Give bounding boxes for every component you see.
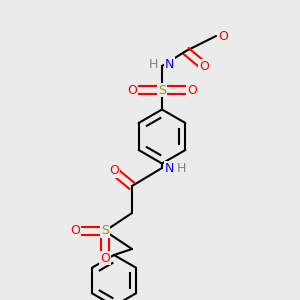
Text: O: O bbox=[127, 83, 137, 97]
Text: O: O bbox=[219, 29, 228, 43]
Text: O: O bbox=[187, 83, 197, 97]
Text: N: N bbox=[165, 58, 174, 71]
Text: S: S bbox=[158, 83, 166, 97]
Text: O: O bbox=[70, 224, 80, 238]
Text: O: O bbox=[100, 251, 110, 265]
Text: O: O bbox=[199, 59, 209, 73]
Text: H: H bbox=[148, 58, 158, 71]
Text: S: S bbox=[101, 224, 109, 238]
Text: N: N bbox=[165, 161, 174, 175]
Text: H: H bbox=[177, 161, 186, 175]
Text: O: O bbox=[109, 164, 119, 178]
